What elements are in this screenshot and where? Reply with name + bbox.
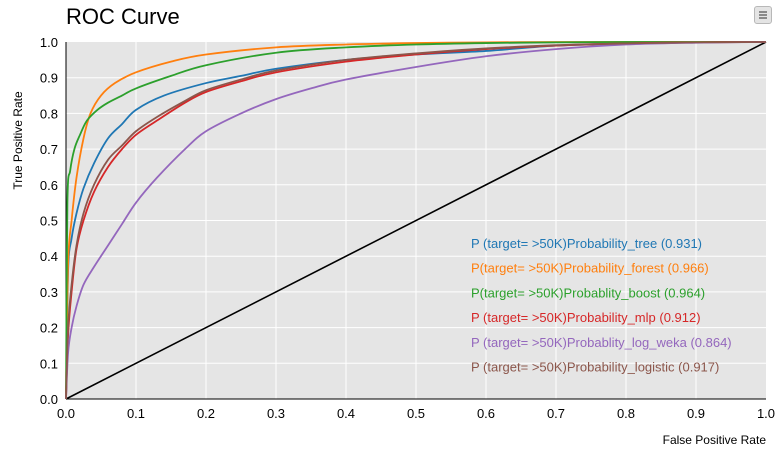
y-tick-label: 0.3 <box>40 285 58 300</box>
menu-icon-bar <box>759 17 767 19</box>
grid-lines <box>65 42 766 400</box>
y-tick-label: 0.9 <box>40 71 58 86</box>
legend: P (target= >50K)Probability_tree (0.931)… <box>471 236 732 375</box>
x-tick-label: 0.3 <box>267 406 285 421</box>
legend-entry-3: P(target= >50K)Probablity_boost (0.964) <box>471 285 705 300</box>
x-tick-label: 0.6 <box>477 406 495 421</box>
x-axis-ticks: 0.0 0.1 0.2 0.3 0.4 0.5 0.6 0.7 0.8 0.9 1.0 <box>57 406 775 421</box>
y-tick-label: 1.0 <box>40 35 58 50</box>
chart-title: ROC Curve <box>66 4 180 29</box>
y-tick-label: 0.5 <box>40 214 58 229</box>
legend-entry-6: P (target= >50K)Probability_logistic (0.… <box>471 360 719 375</box>
legend-entry-2: P(target= >50K)Probability_forest (0.966… <box>471 261 709 276</box>
x-tick-label: 0.4 <box>337 406 355 421</box>
series-line-6 <box>65 41 767 400</box>
x-tick-label: 0.0 <box>57 406 75 421</box>
y-tick-label: 0.0 <box>40 392 58 407</box>
y-tick-label: 0.6 <box>40 178 58 193</box>
y-tick-label: 0.8 <box>40 106 58 121</box>
series-line-5 <box>65 41 767 400</box>
y-tick-label: 0.1 <box>40 356 58 371</box>
diagonal-reference-line <box>65 41 767 400</box>
x-tick-label: 1.0 <box>757 406 775 421</box>
menu-icon <box>759 11 767 13</box>
chart-menu-button[interactable] <box>754 6 772 24</box>
series-line-3 <box>65 41 766 400</box>
x-tick-label: 0.2 <box>197 406 215 421</box>
y-axis-title: True Positive Rate <box>11 91 25 190</box>
roc-series <box>65 41 767 400</box>
x-tick-label: 0.7 <box>547 406 565 421</box>
x-tick-label: 0.9 <box>687 406 705 421</box>
menu-icon-bar <box>759 14 767 16</box>
legend-entry-4: P (target= >50K)Probability_mlp (0.912) <box>471 310 701 325</box>
x-tick-label: 0.1 <box>127 406 145 421</box>
x-tick-label: 0.5 <box>407 406 425 421</box>
y-tick-label: 0.4 <box>40 249 58 264</box>
y-axis-ticks: 0.0 0.1 0.2 0.3 0.4 0.5 0.6 0.7 0.8 0.9 1.0 <box>40 35 58 407</box>
legend-entry-5: P (target= >50K)Probablity_log_weka (0.8… <box>471 335 732 350</box>
x-tick-label: 0.8 <box>617 406 635 421</box>
y-tick-label: 0.2 <box>40 321 58 336</box>
y-tick-label: 0.7 <box>40 142 58 157</box>
x-axis-title: False Positive Rate <box>663 433 767 447</box>
legend-entry-1: P (target= >50K)Probability_tree (0.931) <box>471 236 702 251</box>
